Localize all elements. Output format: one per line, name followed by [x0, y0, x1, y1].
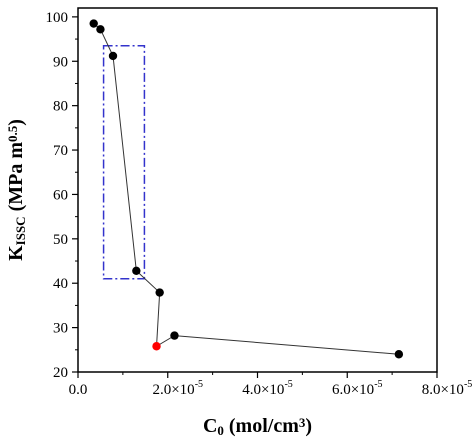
x-axis-ticks: 0.0 2.0×10-5 4.0×10-5 6.0×10-5 8.0×10-5	[69, 372, 473, 398]
y-axis-label: KISSC (MPa m0.5)	[5, 119, 28, 261]
data-point	[96, 25, 105, 34]
series-line	[93, 23, 399, 355]
annotation-box	[102, 44, 146, 280]
y-tick-label: 40	[53, 276, 68, 292]
y-label-sub: ISSC	[13, 216, 28, 245]
marker-layer	[89, 19, 404, 359]
data-point	[394, 350, 404, 359]
y-tick-label: 90	[53, 54, 68, 70]
plot-frame	[77, 7, 438, 373]
y-label-sup: 0.5	[5, 125, 20, 142]
x-tick-label: 8.0×10-5	[422, 379, 473, 398]
data-point	[155, 288, 164, 297]
x-axis-label: C0 (mol/cm3)	[203, 415, 312, 438]
x-tick-exponent: -5	[284, 379, 292, 390]
x-label-sub: 0	[217, 423, 224, 438]
data-point	[108, 51, 118, 61]
x-tick-exponent: -5	[195, 379, 203, 390]
y-label-rest: (MPa m	[5, 142, 27, 217]
y-tick-label: 70	[53, 143, 68, 159]
data-point	[89, 19, 98, 28]
x-tick-label: 6.0×10-5	[332, 379, 383, 398]
y-tick-label: 50	[53, 232, 68, 248]
x-tick-label: 4.0×10-5	[242, 379, 293, 398]
data-point	[170, 331, 179, 340]
y-axis-ticks: 20 30 40 50 60 70 80 90 100	[46, 10, 78, 381]
x-label-sup: 3	[299, 415, 306, 430]
highlight-point	[152, 342, 161, 351]
x-tick-exponent: -5	[374, 379, 382, 390]
x-label-base: C	[203, 415, 217, 437]
x-label-rest: (mol/cm	[224, 415, 299, 437]
y-tick-label: 20	[53, 365, 68, 381]
y-tick-label: 30	[53, 321, 68, 337]
y-tick-label: 80	[53, 99, 68, 115]
x-tick-exponent: -5	[464, 379, 472, 390]
y-label-close: )	[5, 119, 27, 126]
annotation-layer	[102, 44, 146, 280]
series-line-layer	[93, 23, 399, 355]
x-label-close: )	[305, 415, 312, 437]
data-point	[132, 266, 141, 275]
y-tick-label: 60	[53, 187, 68, 203]
y-tick-label: 100	[46, 10, 69, 26]
x-tick-label: 2.0×10-5	[152, 379, 203, 398]
y-label-base: K	[5, 245, 27, 261]
x-tick-label: 0.0	[69, 382, 88, 398]
